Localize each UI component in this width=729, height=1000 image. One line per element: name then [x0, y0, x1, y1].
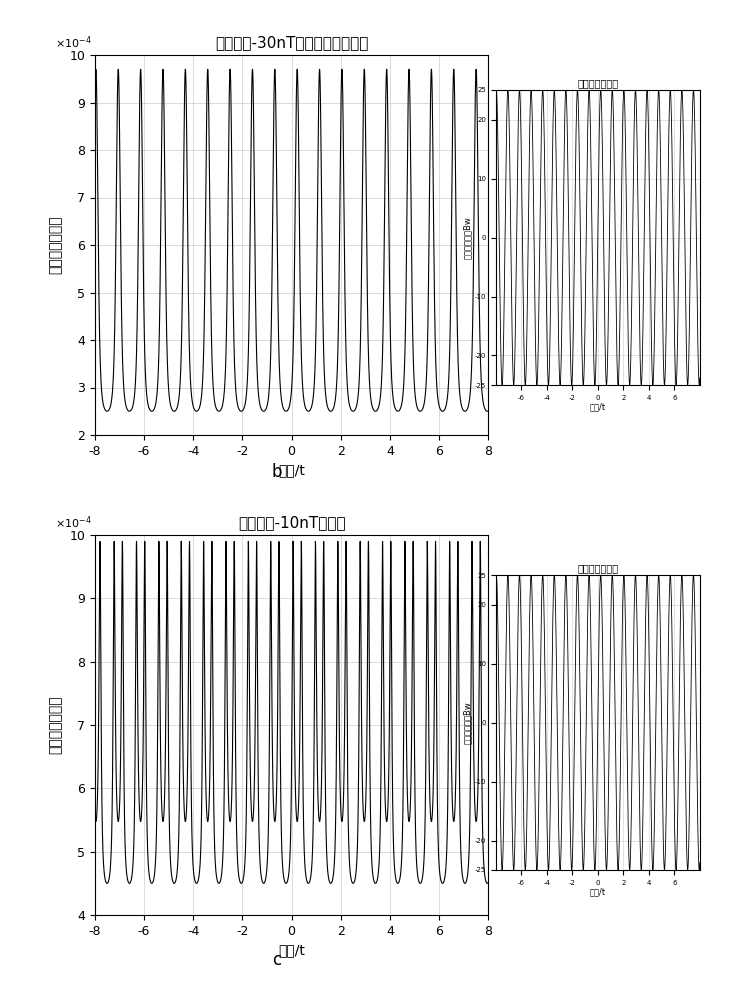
- X-axis label: 时间/t: 时间/t: [590, 402, 606, 411]
- Title: 添加的调制磁场: 添加的调制磁场: [577, 563, 618, 573]
- Title: 偏置磁场-10nT时输出: 偏置磁场-10nT时输出: [238, 515, 346, 530]
- Y-axis label: 光电探测器输出: 光电探测器输出: [48, 696, 62, 754]
- Y-axis label: 调制磁场振幅Bw: 调制磁场振幅Bw: [463, 216, 472, 259]
- Title: 偏置磁场-30nT时输出的单频信号: 偏置磁场-30nT时输出的单频信号: [215, 35, 368, 50]
- Title: 添加的调制磁场: 添加的调制磁场: [577, 78, 618, 88]
- Text: $\times10^{-4}$: $\times10^{-4}$: [55, 34, 92, 51]
- Y-axis label: 光电探测器输出: 光电探测器输出: [48, 216, 62, 274]
- Text: c: c: [273, 951, 281, 969]
- Y-axis label: 调制磁场振幅Bw: 调制磁场振幅Bw: [463, 701, 472, 744]
- Text: b: b: [272, 463, 282, 481]
- X-axis label: 时间/t: 时间/t: [590, 887, 606, 896]
- Text: $\times10^{-4}$: $\times10^{-4}$: [55, 514, 92, 531]
- X-axis label: 时间/t: 时间/t: [278, 943, 305, 957]
- X-axis label: 时间/t: 时间/t: [278, 463, 305, 477]
